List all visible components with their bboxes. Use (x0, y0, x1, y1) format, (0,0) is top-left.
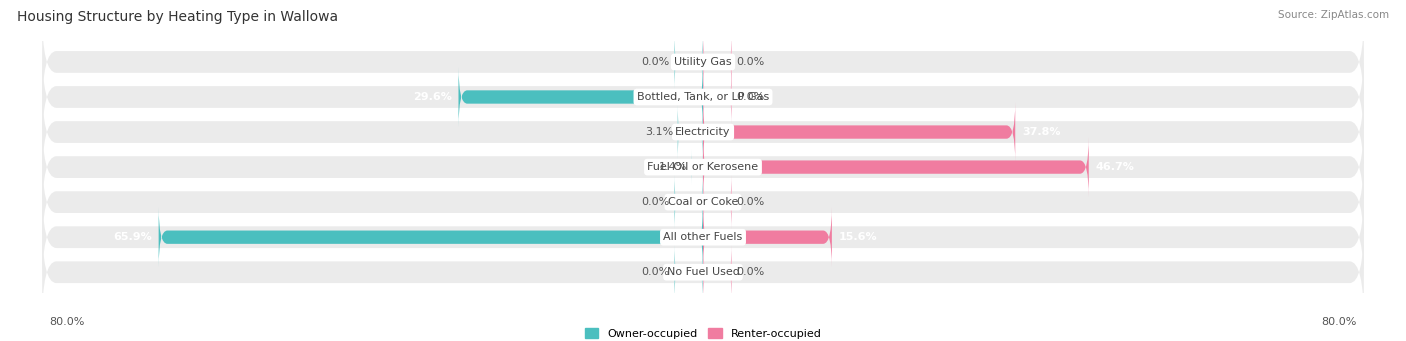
Text: 80.0%: 80.0% (49, 317, 84, 327)
Text: 0.0%: 0.0% (641, 57, 669, 67)
FancyBboxPatch shape (42, 48, 1364, 146)
FancyBboxPatch shape (678, 102, 703, 162)
Text: No Fuel Used: No Fuel Used (666, 267, 740, 277)
FancyBboxPatch shape (673, 172, 703, 233)
Text: 15.6%: 15.6% (838, 232, 877, 242)
FancyBboxPatch shape (42, 188, 1364, 286)
Text: Fuel Oil or Kerosene: Fuel Oil or Kerosene (647, 162, 759, 172)
Text: Bottled, Tank, or LP Gas: Bottled, Tank, or LP Gas (637, 92, 769, 102)
FancyBboxPatch shape (159, 207, 703, 267)
Text: Utility Gas: Utility Gas (675, 57, 731, 67)
FancyBboxPatch shape (42, 223, 1364, 322)
Text: 37.8%: 37.8% (1022, 127, 1060, 137)
FancyBboxPatch shape (703, 137, 1088, 197)
FancyBboxPatch shape (673, 242, 703, 302)
Text: 0.0%: 0.0% (737, 92, 765, 102)
FancyBboxPatch shape (703, 242, 733, 302)
Text: 1.4%: 1.4% (659, 162, 688, 172)
Text: 80.0%: 80.0% (1322, 317, 1357, 327)
Text: Electricity: Electricity (675, 127, 731, 137)
FancyBboxPatch shape (692, 149, 703, 185)
Text: All other Fuels: All other Fuels (664, 232, 742, 242)
Text: Housing Structure by Heating Type in Wallowa: Housing Structure by Heating Type in Wal… (17, 10, 337, 24)
FancyBboxPatch shape (673, 32, 703, 92)
Text: 46.7%: 46.7% (1095, 162, 1135, 172)
Text: 0.0%: 0.0% (737, 197, 765, 207)
Text: 29.6%: 29.6% (413, 92, 451, 102)
Text: 0.0%: 0.0% (737, 57, 765, 67)
FancyBboxPatch shape (703, 67, 733, 127)
FancyBboxPatch shape (703, 172, 733, 233)
FancyBboxPatch shape (458, 67, 703, 127)
Text: 65.9%: 65.9% (114, 232, 152, 242)
Text: Source: ZipAtlas.com: Source: ZipAtlas.com (1278, 10, 1389, 20)
FancyBboxPatch shape (703, 32, 733, 92)
Text: 0.0%: 0.0% (641, 197, 669, 207)
Text: 0.0%: 0.0% (737, 267, 765, 277)
FancyBboxPatch shape (42, 13, 1364, 111)
FancyBboxPatch shape (42, 153, 1364, 252)
Text: Coal or Coke: Coal or Coke (668, 197, 738, 207)
Legend: Owner-occupied, Renter-occupied: Owner-occupied, Renter-occupied (581, 324, 825, 341)
Text: 0.0%: 0.0% (641, 267, 669, 277)
FancyBboxPatch shape (42, 83, 1364, 181)
Text: 3.1%: 3.1% (645, 127, 673, 137)
FancyBboxPatch shape (703, 207, 832, 267)
FancyBboxPatch shape (42, 118, 1364, 217)
FancyBboxPatch shape (703, 102, 1015, 162)
